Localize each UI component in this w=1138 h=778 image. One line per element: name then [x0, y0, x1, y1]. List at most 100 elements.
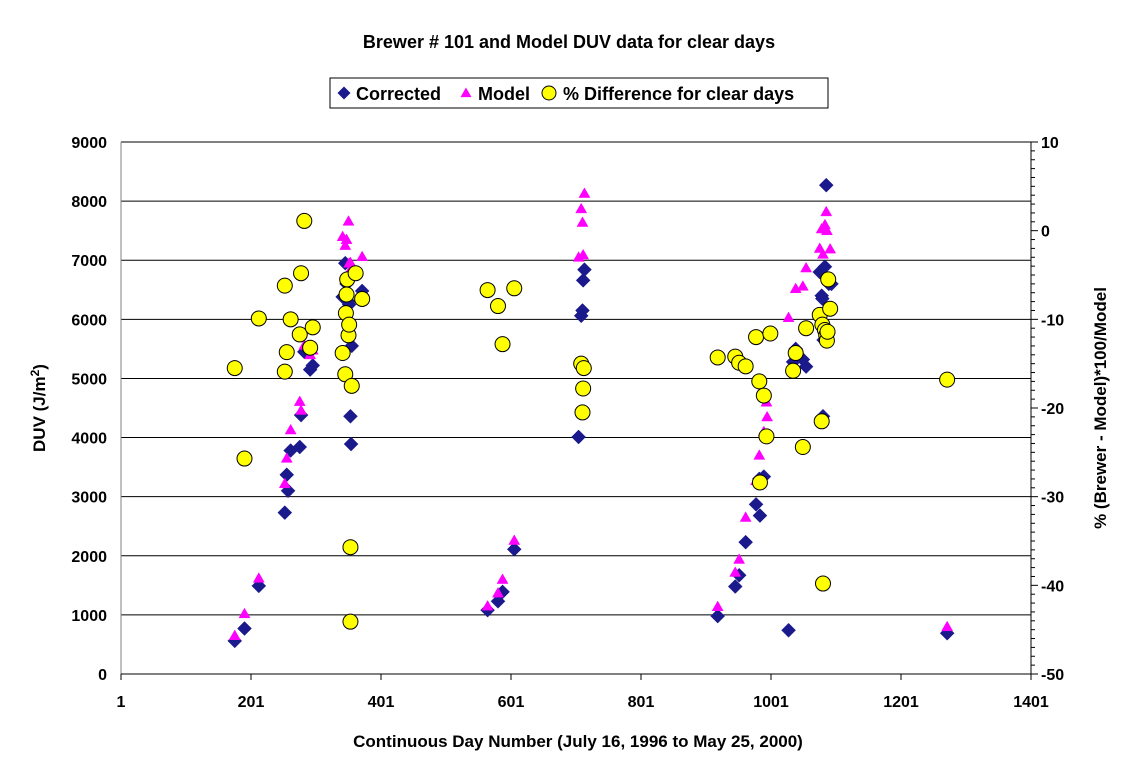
difference-point — [226, 360, 243, 377]
difference-point — [751, 474, 768, 491]
difference-point — [787, 345, 804, 362]
corrected-point — [571, 429, 586, 445]
legend-model-label: Model — [478, 84, 530, 104]
legend-corrected-label: Corrected — [356, 84, 441, 104]
y2-tick-label: 10 — [1041, 135, 1059, 152]
y2-tick-label: 0 — [1041, 224, 1050, 241]
model-point — [356, 250, 369, 262]
difference-point — [334, 345, 351, 362]
model-point — [753, 449, 766, 460]
corrected-point — [748, 496, 764, 512]
model-point — [577, 248, 590, 260]
difference-point — [575, 360, 592, 377]
difference-point — [785, 362, 802, 379]
difference-point — [347, 265, 364, 282]
difference-point — [820, 271, 837, 288]
model-point — [280, 452, 293, 463]
corrected-point — [575, 272, 591, 288]
difference-point — [939, 371, 956, 388]
x-tick-label: 1201 — [883, 694, 919, 711]
legend-difference-label: % Difference for clear days — [563, 84, 794, 104]
model-point — [496, 573, 509, 584]
y-axis-title-main: DUV (J/m — [30, 376, 49, 452]
difference-point — [343, 377, 360, 394]
model-point — [508, 534, 521, 545]
model-point — [295, 404, 307, 415]
difference-point — [815, 575, 831, 592]
model-point — [278, 477, 291, 489]
difference-point — [574, 404, 591, 421]
y2-tick-label: -20 — [1041, 401, 1064, 418]
x-tick-label: 201 — [238, 694, 265, 711]
difference-point — [341, 316, 358, 333]
difference-point — [236, 450, 253, 467]
difference-point — [296, 212, 313, 229]
model-point — [733, 553, 746, 564]
corrected-point — [343, 408, 358, 424]
model-point — [293, 395, 306, 406]
difference-point — [506, 280, 523, 297]
model-point — [492, 587, 504, 598]
y-tick-label: 8000 — [71, 194, 107, 211]
difference-point — [758, 428, 775, 445]
difference-point — [342, 539, 359, 556]
difference-point — [490, 298, 506, 315]
model-point — [576, 216, 589, 227]
model-point — [820, 224, 833, 236]
x-tick-label: 1001 — [753, 694, 789, 711]
difference-point — [276, 277, 293, 294]
model-point — [481, 600, 494, 611]
difference-point — [302, 339, 319, 356]
difference-point — [250, 310, 267, 327]
model-point — [228, 629, 241, 640]
model-point — [941, 620, 954, 632]
difference-point — [748, 329, 765, 346]
difference-point — [291, 326, 308, 343]
corrected-point — [818, 177, 834, 193]
y-tick-label: 1000 — [71, 608, 107, 625]
legend-box — [329, 77, 829, 109]
y2-tick-label: -10 — [1041, 312, 1064, 329]
model-point — [761, 410, 774, 422]
y-tick-label: 4000 — [71, 431, 107, 448]
corrected-point — [798, 359, 814, 374]
difference-point — [575, 380, 592, 397]
y2-tick-label: -30 — [1041, 490, 1064, 507]
y-tick-label: 3000 — [71, 490, 107, 507]
difference-point — [755, 387, 772, 404]
model-point — [782, 311, 795, 322]
model-point — [739, 511, 752, 522]
corrected-point — [752, 508, 768, 523]
model-point — [729, 566, 742, 577]
model-point — [252, 572, 265, 583]
legend-model-marker — [460, 87, 472, 98]
model-point — [800, 261, 813, 273]
difference-point — [813, 413, 830, 430]
model-point — [238, 607, 251, 619]
x-tick-label: 1401 — [1013, 694, 1049, 711]
y-tick-label: 2000 — [71, 549, 107, 566]
corrected-point — [305, 358, 321, 373]
y2-axis-title: % (Brewer - Model)*100/Model — [1091, 287, 1110, 529]
y-axis-title-close: ) — [30, 364, 49, 370]
model-point — [817, 248, 829, 259]
y-tick-label: 7000 — [71, 253, 107, 270]
difference-point — [304, 319, 321, 336]
model-point — [820, 205, 833, 217]
model-point — [575, 202, 588, 214]
y-tick-label: 5000 — [71, 371, 107, 388]
difference-point — [293, 265, 310, 282]
difference-point — [342, 613, 359, 630]
legend-corrected-marker — [337, 86, 351, 100]
difference-point — [819, 323, 836, 340]
corrected-point — [781, 622, 796, 638]
y-axis-title: DUV (J/m2) — [28, 364, 49, 452]
y2-tick-label: -50 — [1041, 667, 1064, 684]
difference-point — [276, 363, 293, 380]
legend: Corrected Model % Difference for clear day… — [329, 77, 829, 109]
difference-point — [762, 325, 779, 342]
x-axis-title: Continuous Day Number (July 16, 1996 to … — [353, 732, 803, 751]
difference-point — [282, 311, 299, 328]
model-point — [340, 233, 353, 244]
